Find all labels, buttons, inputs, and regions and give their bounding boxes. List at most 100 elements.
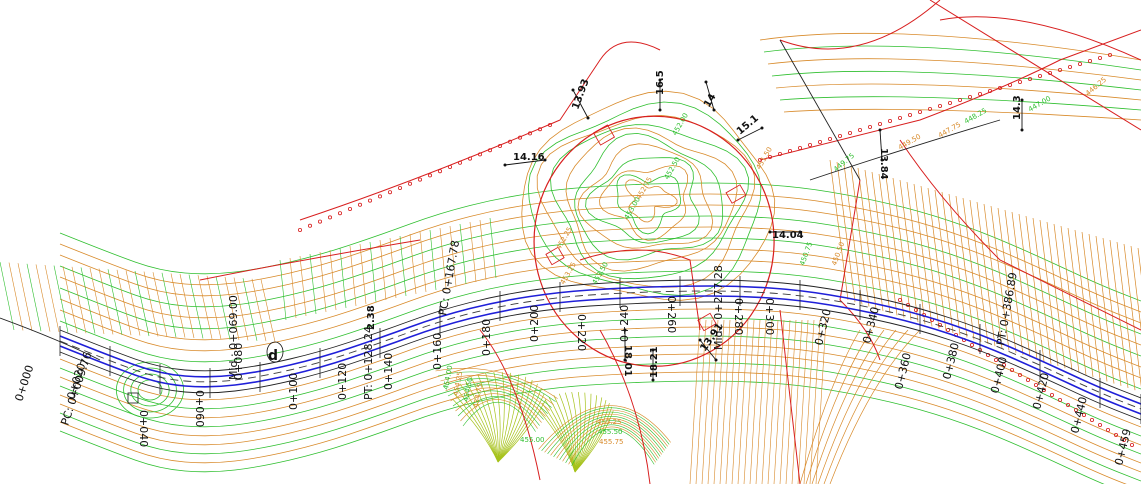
slope-line	[125, 270, 141, 336]
slope-line	[761, 319, 773, 484]
boundary-tick	[758, 157, 763, 162]
boundary-line	[299, 41, 661, 221]
boundary-tick	[437, 169, 442, 174]
slope-line	[864, 169, 884, 312]
slope-line	[459, 223, 467, 285]
boundary-tick	[1048, 71, 1053, 76]
boundary-tick	[497, 143, 502, 148]
boundary-tick	[1078, 62, 1083, 67]
boundary-tick	[828, 136, 833, 141]
marker-label: d	[268, 348, 278, 364]
slope-line	[1109, 239, 1129, 389]
contour-line	[763, 45, 1141, 71]
contour-loop	[550, 124, 750, 280]
boundary-line	[599, 329, 651, 484]
slope-line	[143, 271, 159, 337]
slope-line	[1032, 217, 1052, 364]
fan-contour	[459, 383, 499, 463]
slope-line	[289, 257, 297, 319]
slope-line	[389, 237, 397, 299]
boundary-tick	[1068, 65, 1073, 70]
dimension-label: 14.04	[772, 230, 804, 241]
slope-line	[948, 193, 968, 338]
boundary-line	[479, 329, 541, 481]
boundary-tick	[1018, 372, 1023, 377]
slope-line	[1039, 219, 1059, 367]
slope-line	[990, 205, 1010, 351]
station-label: 0+060	[193, 390, 206, 427]
structure-box	[127, 392, 139, 404]
slope-line	[349, 245, 357, 307]
slope-line	[843, 163, 863, 305]
boundary-tick	[1010, 367, 1015, 372]
station-label: 0+220	[575, 314, 588, 351]
boundary-tick	[1108, 53, 1113, 58]
dimension-arrow	[698, 338, 702, 342]
slope-line	[224, 276, 240, 341]
slope-line	[707, 319, 719, 484]
dimension-line	[705, 81, 715, 111]
slope-line	[233, 277, 249, 341]
slope-line	[1011, 211, 1031, 358]
boundary-tick	[988, 89, 993, 94]
contour-line	[799, 329, 861, 484]
contour-loop	[599, 165, 688, 241]
boundary-line	[579, 249, 701, 331]
contour-line	[59, 259, 1141, 379]
road-edge	[59, 301, 1141, 421]
slope-line	[161, 272, 177, 338]
fan-contour	[477, 374, 499, 463]
alignment-line	[59, 295, 1141, 415]
slope-line	[215, 276, 231, 340]
fan-contour	[571, 392, 578, 473]
dense-contour	[445, 381, 550, 411]
boundary-tick	[1130, 442, 1135, 447]
station-label: 0+040	[137, 410, 150, 447]
slope-line	[399, 235, 407, 297]
mid-label: Mid.: 0+069.00	[227, 295, 240, 380]
slope-line	[829, 159, 849, 301]
slope-line	[773, 319, 785, 484]
fan-contour	[574, 393, 592, 473]
boundary-tick	[487, 148, 492, 153]
contour-loop	[616, 174, 682, 235]
slope-line	[1004, 209, 1024, 356]
dimension-arrow	[623, 358, 627, 362]
slope-line	[899, 179, 919, 323]
slope-line	[71, 266, 87, 334]
dimension-arrow	[658, 108, 662, 112]
slope-line	[8, 262, 24, 331]
dimension-arrow	[1020, 98, 1024, 102]
fan-contour	[574, 392, 582, 473]
dense-contour	[442, 378, 552, 408]
contour-line	[779, 96, 1141, 111]
boundary-line	[899, 139, 1141, 331]
slope-line	[737, 319, 749, 484]
slope-line	[62, 266, 78, 333]
boundary-tick	[1098, 422, 1103, 427]
contour-line	[59, 317, 1141, 437]
structure-pad	[545, 246, 565, 266]
dense-contour	[562, 422, 659, 462]
contour-line	[59, 248, 1141, 368]
slope-line	[892, 177, 912, 320]
boundary-tick	[1106, 427, 1111, 432]
contour-loop	[577, 143, 714, 249]
slope-line	[89, 267, 105, 335]
boundary-tick	[1098, 56, 1103, 61]
fan-contour	[574, 397, 603, 473]
alignment-line	[59, 285, 1141, 405]
boundary-tick	[457, 160, 462, 165]
fan-contour	[493, 372, 501, 463]
slope-line	[279, 259, 287, 321]
slope-line	[309, 253, 317, 315]
slope-line	[319, 251, 327, 313]
boundary-tick	[528, 131, 533, 136]
dimension-line	[737, 127, 763, 141]
slope-line	[359, 243, 367, 305]
boundary-tick	[1038, 74, 1043, 79]
slope-line	[152, 272, 168, 337]
boundary-tick	[1042, 387, 1047, 392]
fan-contour	[544, 399, 576, 473]
dense-contour	[553, 416, 664, 457]
